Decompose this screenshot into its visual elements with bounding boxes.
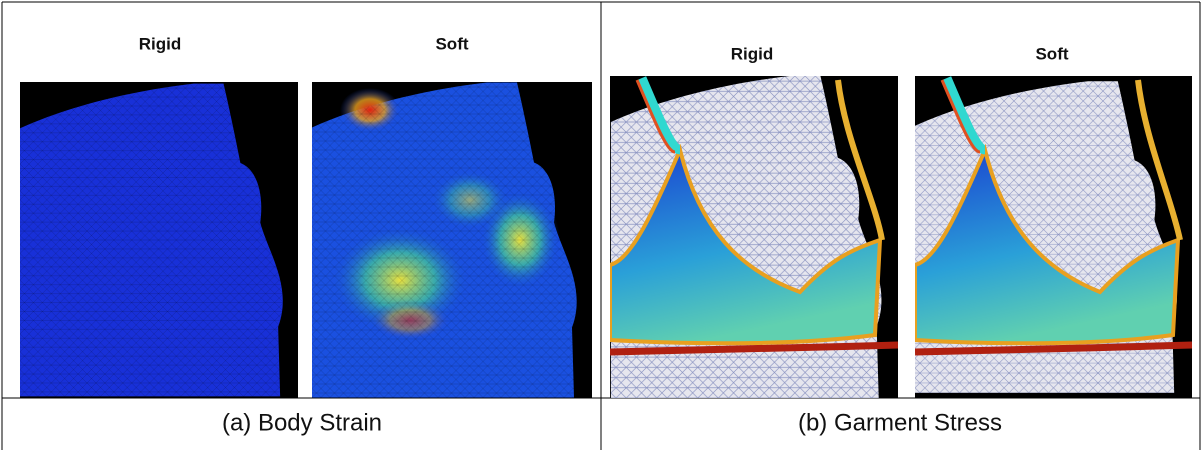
figure: Rigid Soft Rigid Soft (a) Body Strain (b… xyxy=(0,0,1202,450)
panel-caption: (a) Body Strain xyxy=(222,409,382,436)
image-label: Rigid xyxy=(731,44,774,63)
image-label: Soft xyxy=(1035,44,1068,63)
image-label: Soft xyxy=(435,34,468,53)
image-soft-body xyxy=(312,82,592,398)
image-soft-garment xyxy=(915,76,1192,398)
panel-caption: (b) Garment Stress xyxy=(798,409,1002,436)
image-rigid-garment xyxy=(610,76,898,398)
image-label: Rigid xyxy=(139,34,182,53)
image-rigid-body xyxy=(20,82,298,398)
